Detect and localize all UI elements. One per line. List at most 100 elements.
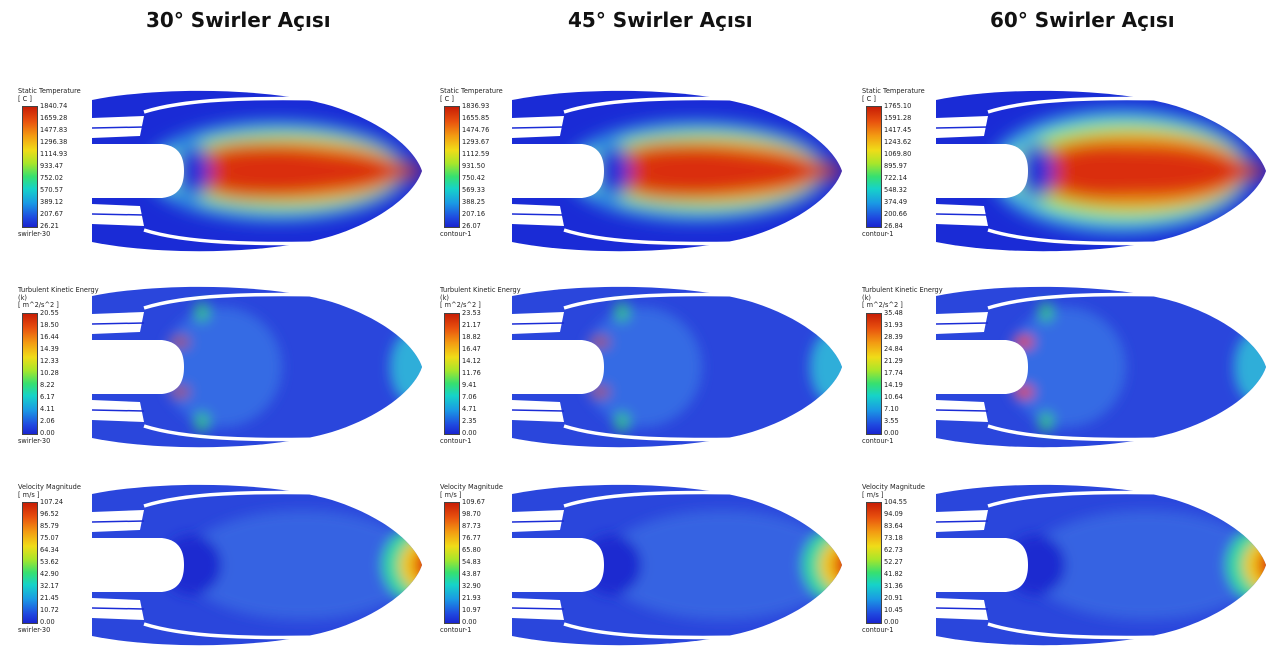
- legend-tick: 18.50: [40, 320, 59, 329]
- legend-tick: 1477.83: [40, 126, 68, 134]
- legend-title: Turbulent Kinetic Energy: [440, 286, 521, 294]
- legend-tick: 31.93: [884, 320, 903, 329]
- legend-tick: 64.34: [40, 546, 59, 554]
- legend-title: Velocity Magnitude: [18, 483, 81, 491]
- legend-tick: 104.55: [884, 498, 908, 506]
- legend-tick: 42.90: [40, 570, 59, 578]
- legend-tick: 1296.38: [40, 138, 68, 146]
- legend-tick: 931.50: [462, 162, 486, 170]
- legend-tick: 52.27: [884, 558, 903, 566]
- legend-tick: 0.00: [884, 428, 899, 437]
- colorbar: [444, 502, 460, 624]
- legend-2-2: Velocity Magnitude[ m/s ] 104.55 94.09 83.6…: [862, 483, 942, 644]
- colorbar: [866, 106, 882, 228]
- contour-panel-1-2: [936, 286, 1266, 448]
- legend-1-1: Turbulent Kinetic Energy (k)[ m^2/s^2 ] 23…: [440, 286, 521, 447]
- contour-panel-1-1: [512, 286, 842, 448]
- legend-tick: 752.02: [40, 174, 64, 182]
- legend-tick: 65.80: [462, 546, 481, 554]
- legend-tick: 26.84: [884, 222, 903, 230]
- legend-tick: 388.25: [462, 198, 486, 206]
- legend-tick: 1836.93: [462, 102, 490, 110]
- legend-tick: 10.64: [884, 392, 903, 401]
- legend-unit: [ m/s ]: [440, 490, 462, 499]
- legend-tick: 98.70: [462, 510, 481, 518]
- legend-tick: 0.00: [40, 428, 55, 437]
- legend-title: Velocity Magnitude: [440, 483, 503, 491]
- legend-tick: 16.44: [40, 332, 59, 341]
- legend-tick: 569.33: [462, 186, 486, 194]
- legend-tick: 1655.85: [462, 114, 490, 122]
- legend-tick: 31.36: [884, 582, 903, 590]
- contour-panel-2-2: [936, 484, 1266, 646]
- legend-tick: 7.06: [462, 392, 477, 401]
- legend-tick: 1591.28: [884, 114, 912, 122]
- case-label: contour-1: [862, 230, 894, 238]
- legend-tick: 76.77: [462, 534, 481, 542]
- legend-tick: 207.67: [40, 210, 64, 218]
- legend-unit: [ m^2/s^2 ]: [862, 301, 903, 309]
- legend-0-0: Static Temperature[ C ] 1840.74 1659.28 147…: [18, 87, 98, 248]
- legend-tick: 109.67: [462, 498, 486, 506]
- contour-panel-0-2: [936, 90, 1266, 252]
- legend-tick: 0.00: [462, 618, 477, 626]
- case-label: swirler-30: [18, 230, 51, 238]
- case-label: swirler-30: [18, 626, 51, 634]
- colorbar: [866, 502, 882, 624]
- legend-tick: 548.32: [884, 186, 908, 194]
- legend-tick: 3.55: [884, 416, 899, 425]
- legend-subtitle: (k): [440, 293, 449, 302]
- legend-tick: 9.41: [462, 380, 477, 389]
- legend-tick: 4.11: [40, 404, 55, 413]
- legend-tick: 895.97: [884, 162, 908, 170]
- legend-unit: [ C ]: [18, 94, 32, 103]
- legend-tick: 0.00: [40, 618, 55, 626]
- legend-title: Turbulent Kinetic Energy: [862, 286, 943, 294]
- legend-tick: 1840.74: [40, 102, 68, 110]
- case-label: contour-1: [440, 436, 472, 445]
- legend-tick: 1112.59: [462, 150, 490, 158]
- legend-tick: 54.83: [462, 558, 481, 566]
- legend-tick: 26.07: [462, 222, 481, 230]
- legend-tick: 374.49: [884, 198, 908, 206]
- legend-title: Static Temperature: [862, 87, 925, 95]
- legend-tick: 18.82: [462, 332, 481, 341]
- legend-unit: [ m/s ]: [18, 490, 40, 499]
- legend-tick: 2.06: [40, 416, 55, 425]
- legend-tick: 1659.28: [40, 114, 68, 122]
- legend-tick: 21.29: [884, 356, 903, 365]
- legend-tick: 20.91: [884, 594, 903, 602]
- legend-tick: 1474.76: [462, 126, 490, 134]
- legend-tick: 1293.67: [462, 138, 490, 146]
- colorbar: [22, 106, 38, 228]
- legend-tick: 53.62: [40, 558, 59, 566]
- legend-tick: 107.24: [40, 498, 64, 506]
- column-title-30: 30° Swirler Açısı: [146, 8, 331, 32]
- legend-tick: 20.55: [40, 308, 59, 317]
- legend-tick: 73.18: [884, 534, 903, 542]
- legend-title: Static Temperature: [18, 87, 81, 95]
- legend-tick: 83.64: [884, 522, 903, 530]
- legend-2-1: Velocity Magnitude[ m/s ] 109.67 98.70 87.7…: [440, 483, 520, 644]
- legend-tick: 12.33: [40, 356, 59, 365]
- legend-0-2: Static Temperature[ C ] 1765.10 1591.28 141…: [862, 87, 942, 248]
- legend-tick: 28.39: [884, 332, 903, 341]
- legend-1-2: Turbulent Kinetic Energy (k)[ m^2/s^2 ] 35…: [862, 286, 943, 447]
- legend-unit: [ C ]: [440, 94, 454, 103]
- legend-tick: 10.72: [40, 606, 59, 614]
- contour-panel-0-0: [92, 90, 422, 252]
- case-label: contour-1: [440, 626, 472, 634]
- legend-tick: 1243.62: [884, 138, 912, 146]
- legend-tick: 21.93: [462, 594, 481, 602]
- legend-tick: 10.28: [40, 368, 59, 377]
- legend-tick: 1417.45: [884, 126, 912, 134]
- legend-tick: 43.87: [462, 570, 481, 578]
- legend-tick: 21.45: [40, 594, 59, 602]
- column-title-60: 60° Swirler Açısı: [990, 8, 1175, 32]
- legend-tick: 570.57: [40, 186, 64, 194]
- legend-title: Static Temperature: [440, 87, 503, 95]
- colorbar: [22, 312, 38, 435]
- legend-tick: 0.00: [884, 618, 899, 626]
- legend-subtitle: (k): [18, 293, 27, 302]
- legend-tick: 87.73: [462, 522, 481, 530]
